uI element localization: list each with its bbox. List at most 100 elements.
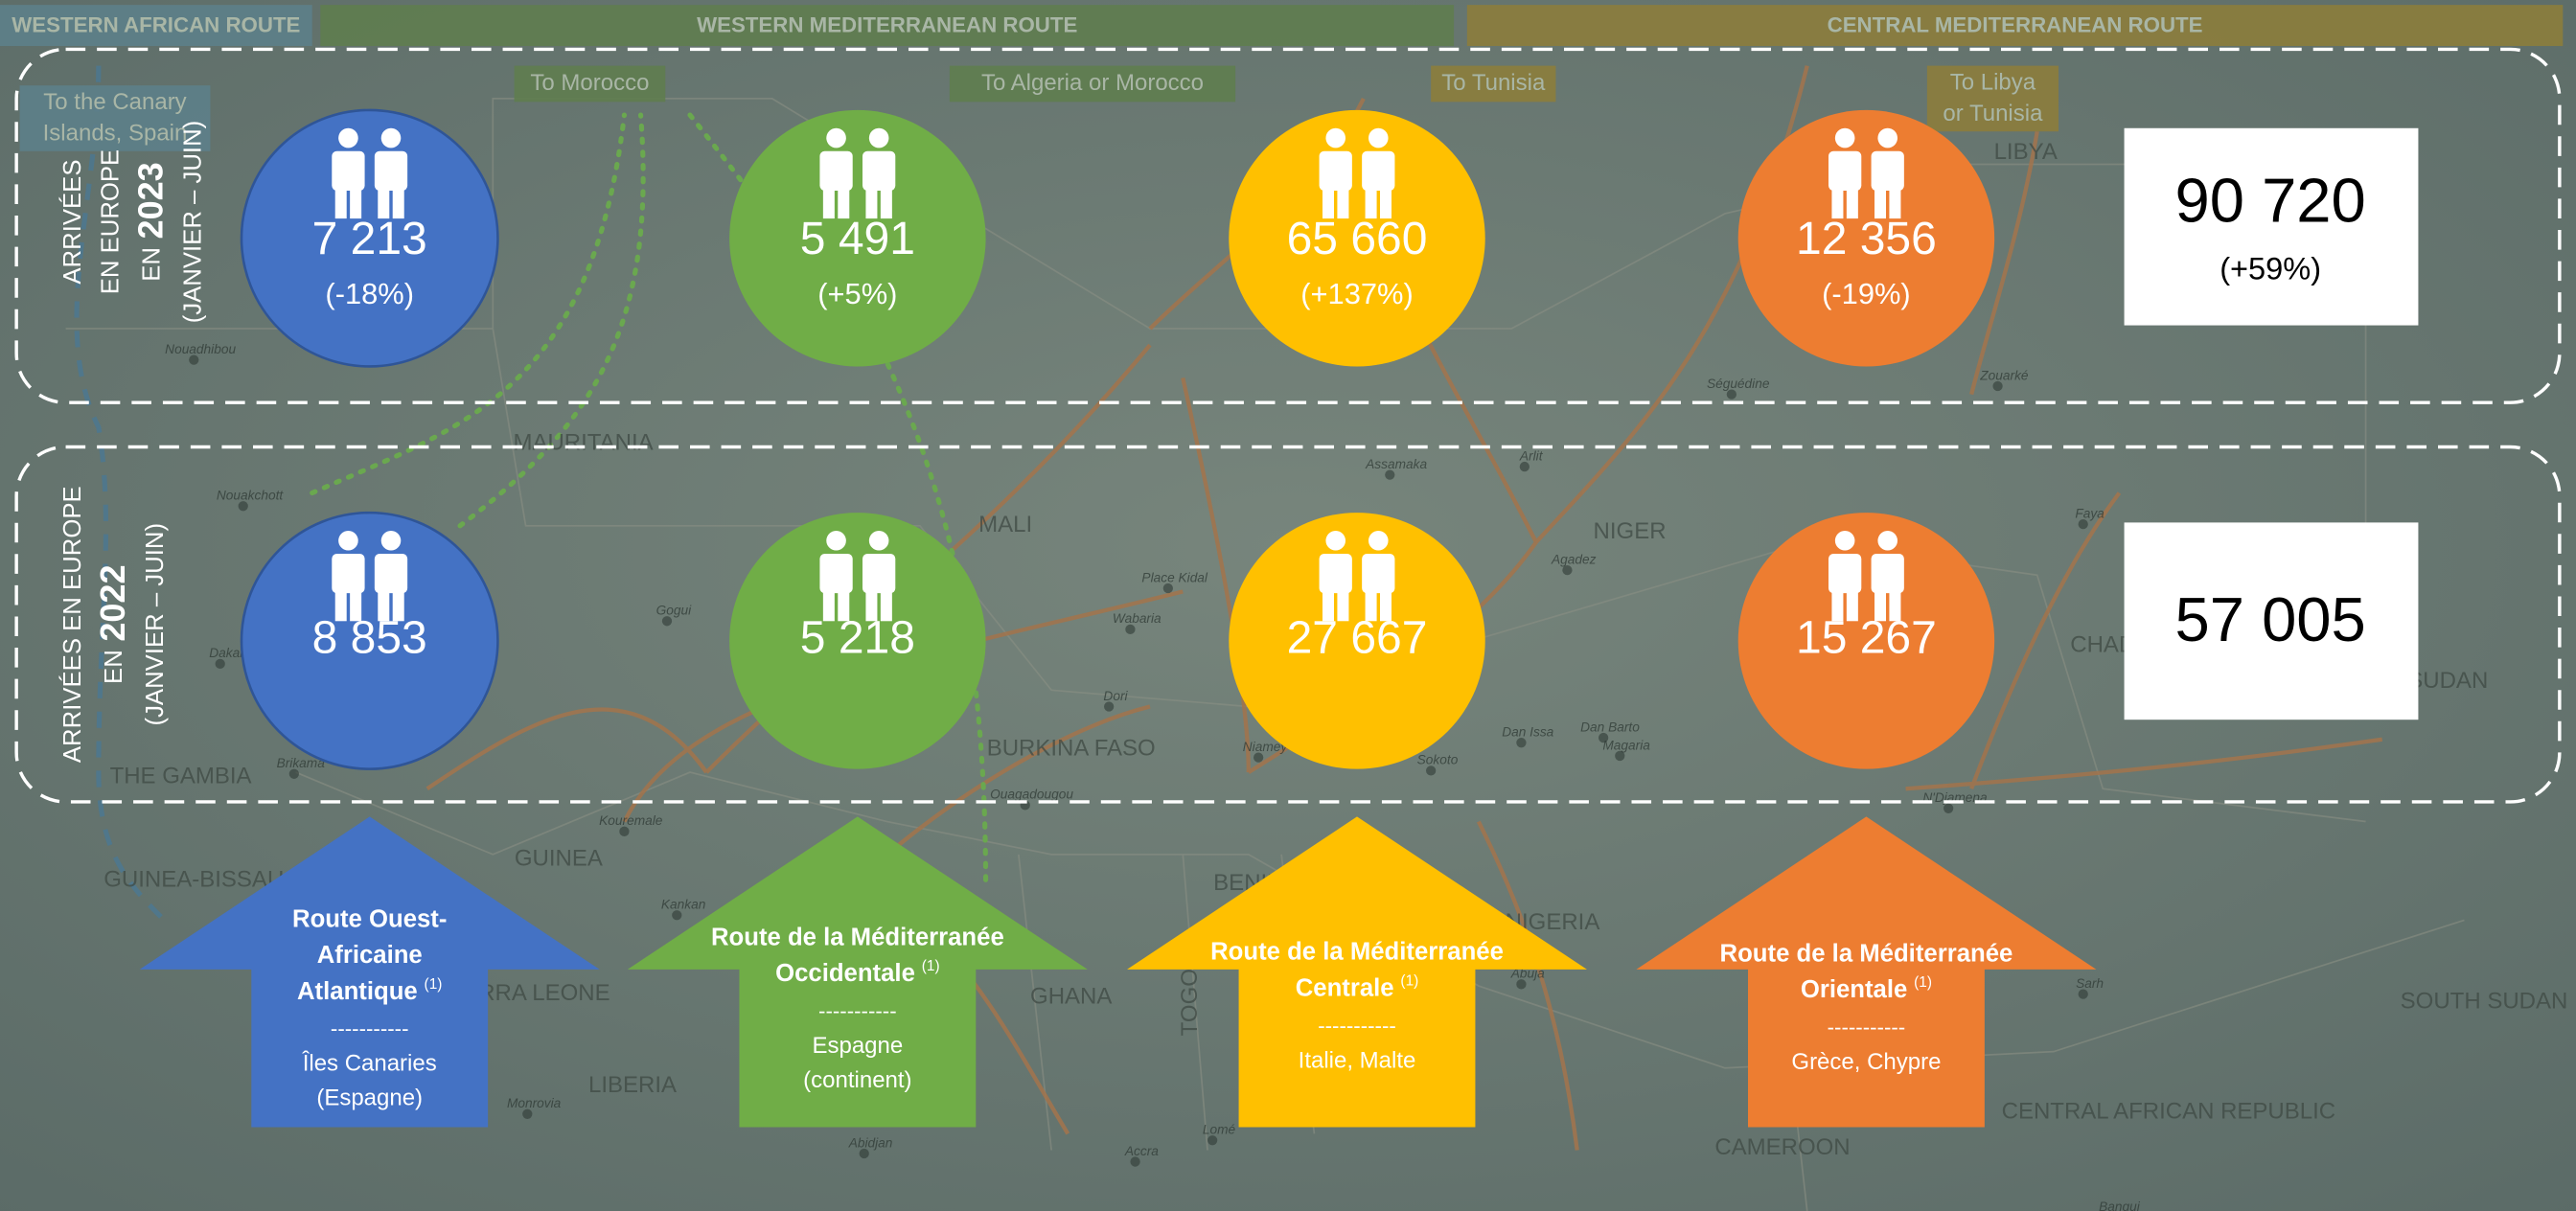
city-dot bbox=[189, 354, 199, 365]
route-arrow bbox=[627, 816, 1088, 1128]
person-leg bbox=[1889, 586, 1901, 622]
city-dot bbox=[1615, 750, 1625, 762]
person-leg bbox=[1874, 586, 1886, 622]
people-icon bbox=[1319, 530, 1395, 622]
city-label: Nouadhibou bbox=[165, 342, 236, 356]
city-dot bbox=[1944, 803, 1954, 813]
route-circle bbox=[1229, 109, 1485, 367]
arrival-change: (-18%) bbox=[325, 277, 414, 310]
person-leg bbox=[1365, 586, 1377, 622]
country-label: GUINEA-BISSAU bbox=[104, 867, 284, 893]
person-leg bbox=[1322, 184, 1334, 219]
row-label-part: EN bbox=[101, 650, 127, 684]
person-leg bbox=[838, 184, 850, 219]
city-dot bbox=[661, 616, 673, 627]
person-leg bbox=[865, 184, 878, 219]
row-frame bbox=[14, 445, 2562, 804]
route-title-part: Africaine bbox=[317, 942, 423, 969]
person-leg bbox=[822, 586, 835, 622]
person-leg bbox=[822, 184, 835, 219]
city-label: Kouremale bbox=[599, 813, 663, 828]
route-title: Route de la Méditerranée bbox=[1210, 939, 1504, 966]
person-leg bbox=[838, 586, 850, 622]
person-leg bbox=[1846, 586, 1858, 622]
header-route: WESTERN MEDITERRANEAN ROUTE bbox=[697, 12, 1077, 36]
route-circle bbox=[1737, 513, 1995, 769]
person-body bbox=[1871, 553, 1904, 594]
destination-box bbox=[1926, 65, 2058, 132]
person-head bbox=[380, 530, 402, 551]
city-label: Séguédine bbox=[1707, 377, 1770, 391]
route-note: (1) bbox=[425, 975, 443, 992]
city-dot bbox=[1726, 389, 1736, 400]
country-label: SUDAN bbox=[2407, 668, 2488, 694]
total-change: (+59%) bbox=[2220, 252, 2321, 286]
person-leg bbox=[1337, 184, 1349, 219]
row-label: EN 2022 bbox=[93, 565, 132, 684]
people-icon bbox=[819, 127, 896, 219]
route-note: (1) bbox=[1400, 972, 1418, 989]
city-dot bbox=[672, 910, 682, 921]
route-title-part: Route de la Méditerranée bbox=[1720, 940, 2013, 967]
city-dot bbox=[859, 1148, 869, 1159]
person-leg bbox=[378, 184, 390, 219]
city-dot bbox=[288, 768, 299, 779]
city-label: Sokoto bbox=[1417, 753, 1459, 767]
person-body bbox=[332, 553, 365, 594]
person-head bbox=[1834, 127, 1855, 149]
person-body bbox=[1319, 553, 1352, 594]
person-body bbox=[1828, 150, 1862, 191]
city-label: Place Kidal bbox=[1141, 570, 1208, 584]
route-title-part: Centrale bbox=[1296, 974, 1394, 1001]
person-head bbox=[338, 530, 358, 551]
arrival-change: (-19%) bbox=[1822, 277, 1911, 310]
arrival-count: 7 213 bbox=[312, 214, 427, 264]
people-icon bbox=[1828, 530, 1904, 622]
person-leg bbox=[1322, 586, 1334, 622]
country-label: TOGO bbox=[1177, 969, 1203, 1036]
route-circle bbox=[1229, 513, 1485, 769]
city-label: Dan Barto bbox=[1580, 720, 1640, 734]
country-label: LIBERIA bbox=[588, 1072, 677, 1098]
city-label: Abuja bbox=[1510, 967, 1545, 981]
person-head bbox=[338, 127, 358, 149]
city-dot bbox=[1208, 1135, 1218, 1146]
city-label: Niamey bbox=[1243, 740, 1289, 754]
person-leg bbox=[1889, 184, 1901, 219]
row-label-part: EN bbox=[138, 247, 165, 282]
person-head bbox=[826, 127, 846, 149]
city-label: Monrovia bbox=[507, 1096, 562, 1110]
person-head bbox=[380, 127, 402, 149]
route-title: Orientale (1) bbox=[1801, 974, 1932, 1003]
city-label: Magaria bbox=[1602, 738, 1650, 752]
destination-box bbox=[514, 65, 666, 103]
city-label: N'Djamena bbox=[1922, 790, 1988, 805]
person-body bbox=[374, 150, 408, 191]
city-dot bbox=[1162, 583, 1173, 594]
city-label: Sarh bbox=[2076, 976, 2104, 991]
row-year: 2023 bbox=[130, 162, 170, 239]
city-dot bbox=[1562, 564, 1573, 576]
route-note: (1) bbox=[1914, 974, 1932, 991]
destination-box bbox=[19, 85, 211, 151]
arrival-count: 15 267 bbox=[1796, 613, 1937, 664]
person-body bbox=[332, 150, 365, 191]
header-band bbox=[320, 5, 1455, 47]
city-dot bbox=[1130, 1156, 1140, 1167]
person-head bbox=[1877, 530, 1898, 551]
route-title: Occidentale (1) bbox=[775, 958, 939, 987]
person-leg bbox=[350, 184, 362, 219]
city-label: Accra bbox=[1124, 1144, 1159, 1158]
city-dot bbox=[1516, 738, 1527, 748]
person-head bbox=[1834, 530, 1855, 551]
city-dot bbox=[1385, 469, 1395, 480]
person-body bbox=[862, 150, 896, 191]
person-leg bbox=[1831, 586, 1844, 622]
person-leg bbox=[880, 586, 892, 622]
person-body bbox=[1362, 150, 1395, 191]
arrival-count: 12 356 bbox=[1796, 214, 1937, 264]
row-label-part: ARRIVÉES bbox=[58, 159, 86, 284]
city-label: Wabaria bbox=[1113, 611, 1162, 626]
person-leg bbox=[334, 184, 347, 219]
